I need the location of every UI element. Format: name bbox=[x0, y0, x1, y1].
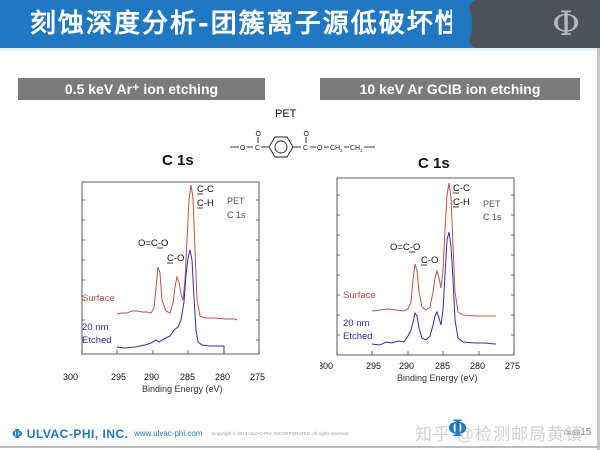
left-annotation-ch: C-H bbox=[197, 198, 214, 209]
copyright-text: Copyright © 2014 ULVAC-PHI, INCORPORATED… bbox=[212, 431, 350, 436]
slide-right-border bbox=[597, 48, 600, 450]
left-legend-surface: Surface bbox=[82, 293, 115, 304]
company-name: ULVAC-PHI, INC. bbox=[26, 427, 129, 441]
pet-structure-diagram: O C O C O O CH 2 CH 2 bbox=[230, 131, 375, 158]
header-divider bbox=[0, 48, 600, 51]
watermark-text: 知乎 @检测邮局黄镇 bbox=[415, 425, 583, 444]
company-logo: Φ ULVAC-PHI, INC. bbox=[12, 427, 129, 441]
left-plot-frame bbox=[81, 181, 260, 355]
svg-text:275: 275 bbox=[505, 361, 520, 371]
svg-text:280: 280 bbox=[215, 372, 230, 382]
left-chart-title: C 1s bbox=[162, 152, 194, 169]
phi-logo-icon: Φ bbox=[552, 4, 580, 44]
right-annotation-co: C-O bbox=[421, 255, 438, 266]
left-inset-c1s: C 1s bbox=[227, 210, 246, 220]
svg-text:C: C bbox=[255, 145, 260, 152]
right-inset-c1s: C 1s bbox=[483, 212, 502, 222]
svg-text:295: 295 bbox=[366, 361, 381, 371]
left-x-axis-label: Binding Energy (eV) bbox=[142, 384, 223, 394]
left-inset-pet: PET bbox=[227, 196, 245, 206]
right-inset-pet: PET bbox=[483, 199, 501, 209]
right-legend-etched-line2: Etched bbox=[343, 331, 373, 342]
svg-text:2: 2 bbox=[360, 148, 363, 153]
logo-panel bbox=[464, 0, 600, 48]
left-xps-chart: 300 295 290 285 280 275 Binding Energy (… bbox=[63, 181, 265, 394]
svg-text:285: 285 bbox=[180, 372, 195, 382]
right-x-axis-label: Binding Energy (eV) bbox=[397, 373, 478, 383]
left-annotation-oco: O=C-O bbox=[138, 238, 168, 249]
watermark-logo-icon: Φ bbox=[448, 416, 468, 442]
left-annotation-cc: C-C bbox=[197, 184, 214, 195]
svg-text:295: 295 bbox=[111, 372, 126, 382]
banner-ar-ion-etching: 0.5 keV Ar⁺ ion etching bbox=[18, 78, 265, 100]
svg-text:280: 280 bbox=[470, 361, 485, 371]
svg-text:O: O bbox=[240, 145, 246, 152]
phi-icon: Φ bbox=[12, 427, 23, 441]
right-legend-surface: Surface bbox=[343, 290, 376, 301]
left-legend-etched-line2: Etched bbox=[82, 335, 112, 346]
svg-text:290: 290 bbox=[399, 361, 414, 371]
right-plot-frame bbox=[336, 177, 515, 356]
svg-text:C: C bbox=[303, 145, 308, 152]
svg-text:O: O bbox=[317, 145, 323, 152]
svg-text:290: 290 bbox=[144, 372, 159, 382]
header-curve-decoration bbox=[452, 0, 472, 48]
right-surface-spectrum bbox=[371, 182, 496, 317]
right-xps-chart: 300 295 290 285 280 275 Binding Energy (… bbox=[320, 177, 520, 383]
svg-text:300: 300 bbox=[320, 361, 333, 371]
left-annotation-co: C-O bbox=[167, 253, 184, 264]
svg-text:2: 2 bbox=[340, 148, 343, 153]
svg-text:275: 275 bbox=[250, 372, 265, 382]
right-annotation-ch: C-H bbox=[453, 197, 470, 208]
right-etched-spectrum bbox=[371, 231, 496, 346]
slide-header: 刻蚀深度分析-团簇离子源低破坏性 Φ bbox=[0, 0, 600, 48]
svg-text:CH: CH bbox=[330, 145, 340, 152]
footer-divider bbox=[0, 446, 600, 448]
svg-text:CH: CH bbox=[350, 145, 360, 152]
svg-text:O: O bbox=[304, 131, 310, 138]
right-chart-title: C 1s bbox=[418, 155, 450, 172]
left-surface-spectrum bbox=[116, 184, 238, 321]
slide-title: 刻蚀深度分析-团簇离子源低破坏性 bbox=[30, 9, 463, 39]
right-annotation-cc: C-C bbox=[453, 183, 470, 194]
svg-text:O: O bbox=[256, 131, 262, 138]
banner-gcib-etching: 10 keV Ar GCIB ion etching bbox=[320, 78, 580, 100]
company-url[interactable]: www.ulvac-phi.com bbox=[134, 429, 203, 438]
molecule-name: PET bbox=[275, 108, 297, 120]
svg-text:285: 285 bbox=[435, 361, 450, 371]
left-etched-spectrum bbox=[116, 249, 225, 354]
right-annotation-oco: O=C-O bbox=[390, 242, 420, 253]
page-number: PAGE15 bbox=[564, 427, 592, 438]
svg-text:300: 300 bbox=[63, 372, 78, 382]
left-legend-etched-line1: 20 nm bbox=[82, 322, 108, 333]
right-legend-etched-line1: 20 nm bbox=[343, 318, 369, 329]
